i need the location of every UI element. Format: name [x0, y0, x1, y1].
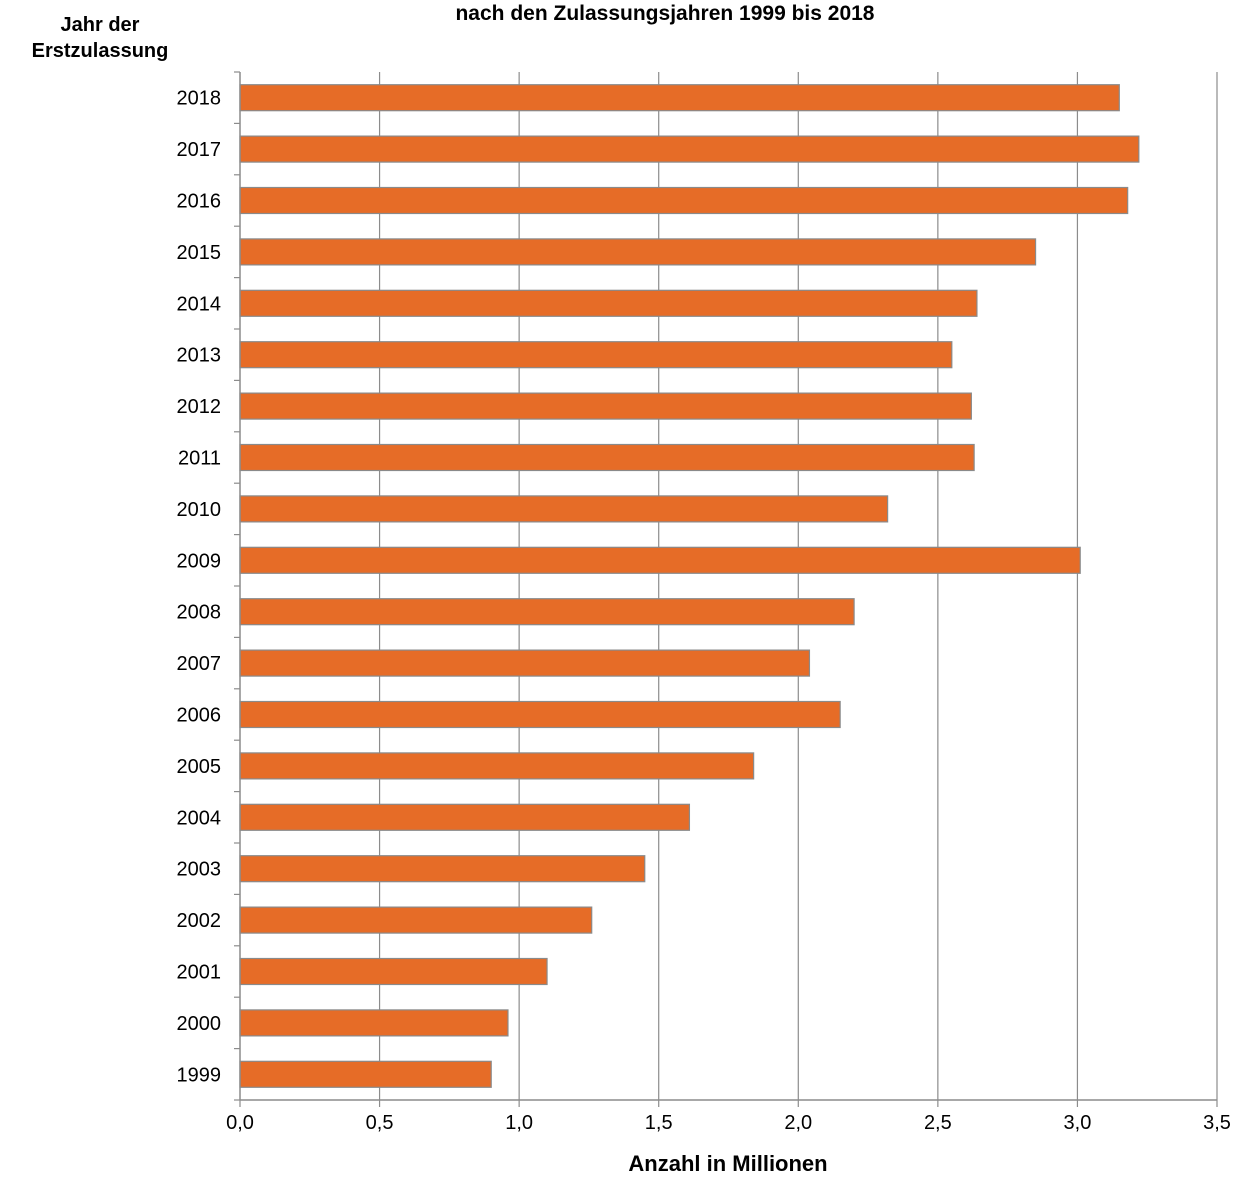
- bar-2006: [239, 700, 841, 729]
- x-tick-label: 0,0: [226, 1112, 254, 1134]
- y-axis-title: Jahr der Erstzulassung: [0, 12, 200, 64]
- x-tick-label: 1,0: [505, 1112, 533, 1134]
- x-tick-label: 2,5: [924, 1112, 952, 1134]
- bar-2003: [239, 855, 646, 883]
- x-axis-title: Anzahl in Millionen: [628, 1151, 828, 1176]
- bar-1999: [239, 1060, 492, 1088]
- y-tick-label: 2005: [177, 756, 222, 778]
- x-tick-label: 3,5: [1203, 1112, 1231, 1134]
- bar-2007: [239, 649, 811, 677]
- bars: [239, 84, 1140, 1088]
- y-tick-label: 2017: [177, 139, 222, 161]
- y-axis-title-line-1: Jahr der: [60, 14, 140, 36]
- y-tick-label: 2002: [177, 910, 222, 932]
- bar-2013: [239, 341, 953, 369]
- y-tick-label: 2004: [177, 807, 222, 829]
- axes: [234, 71, 1218, 1107]
- bar-2014: [239, 289, 978, 317]
- x-tick-label: 0,5: [366, 1112, 394, 1134]
- y-tick-label: 2003: [177, 859, 222, 881]
- y-tick-label: 2010: [177, 499, 222, 521]
- x-tick-label: 2,0: [784, 1112, 812, 1134]
- y-tick-label: 2013: [177, 345, 222, 367]
- bar-2009: [239, 546, 1081, 574]
- bar-2008: [239, 598, 855, 626]
- x-tick-label: 1,5: [645, 1112, 673, 1134]
- y-tick-label: 2008: [177, 602, 222, 624]
- y-tick-label: 2007: [177, 653, 222, 675]
- y-tick-label: 2001: [177, 962, 222, 984]
- bar-2002: [239, 906, 593, 934]
- y-tick-label: 2014: [177, 293, 222, 315]
- x-tick-label: 3,0: [1064, 1112, 1092, 1134]
- y-tick-label: 2000: [177, 1013, 222, 1035]
- y-tick-label: 2016: [177, 191, 222, 213]
- bar-2015: [239, 238, 1037, 266]
- bar-2016: [239, 186, 1129, 215]
- bar-2017: [239, 135, 1140, 163]
- gridlines: [378, 72, 1218, 1100]
- y-tick-label: 2018: [177, 88, 222, 110]
- y-tick-label: 2015: [177, 242, 222, 264]
- bar-2004: [239, 803, 691, 831]
- bar-2011: [239, 443, 975, 472]
- y-tick-label: 2009: [177, 550, 222, 572]
- bar-2018: [239, 84, 1120, 112]
- chart-title: nach den Zulassungsjahren 1999 bis 2018: [455, 2, 875, 25]
- y-tick-label: 2006: [177, 705, 222, 727]
- bar-2001: [239, 957, 548, 986]
- y-axis-title-line-2: Erstzulassung: [31, 40, 169, 62]
- bar-2000: [239, 1009, 509, 1037]
- tick-labels: 0,0 0,5 1,0 1,5 2,0 2,5 3,0 3,5 2018 2017 2016 2015…: [177, 88, 1231, 1134]
- y-tick-label: 2011: [178, 448, 221, 470]
- bar-2005: [239, 752, 755, 780]
- bar-2010: [239, 495, 889, 523]
- y-tick-label: 1999: [177, 1064, 222, 1086]
- bar-2012: [239, 392, 972, 420]
- y-tick-label: 2012: [177, 396, 222, 418]
